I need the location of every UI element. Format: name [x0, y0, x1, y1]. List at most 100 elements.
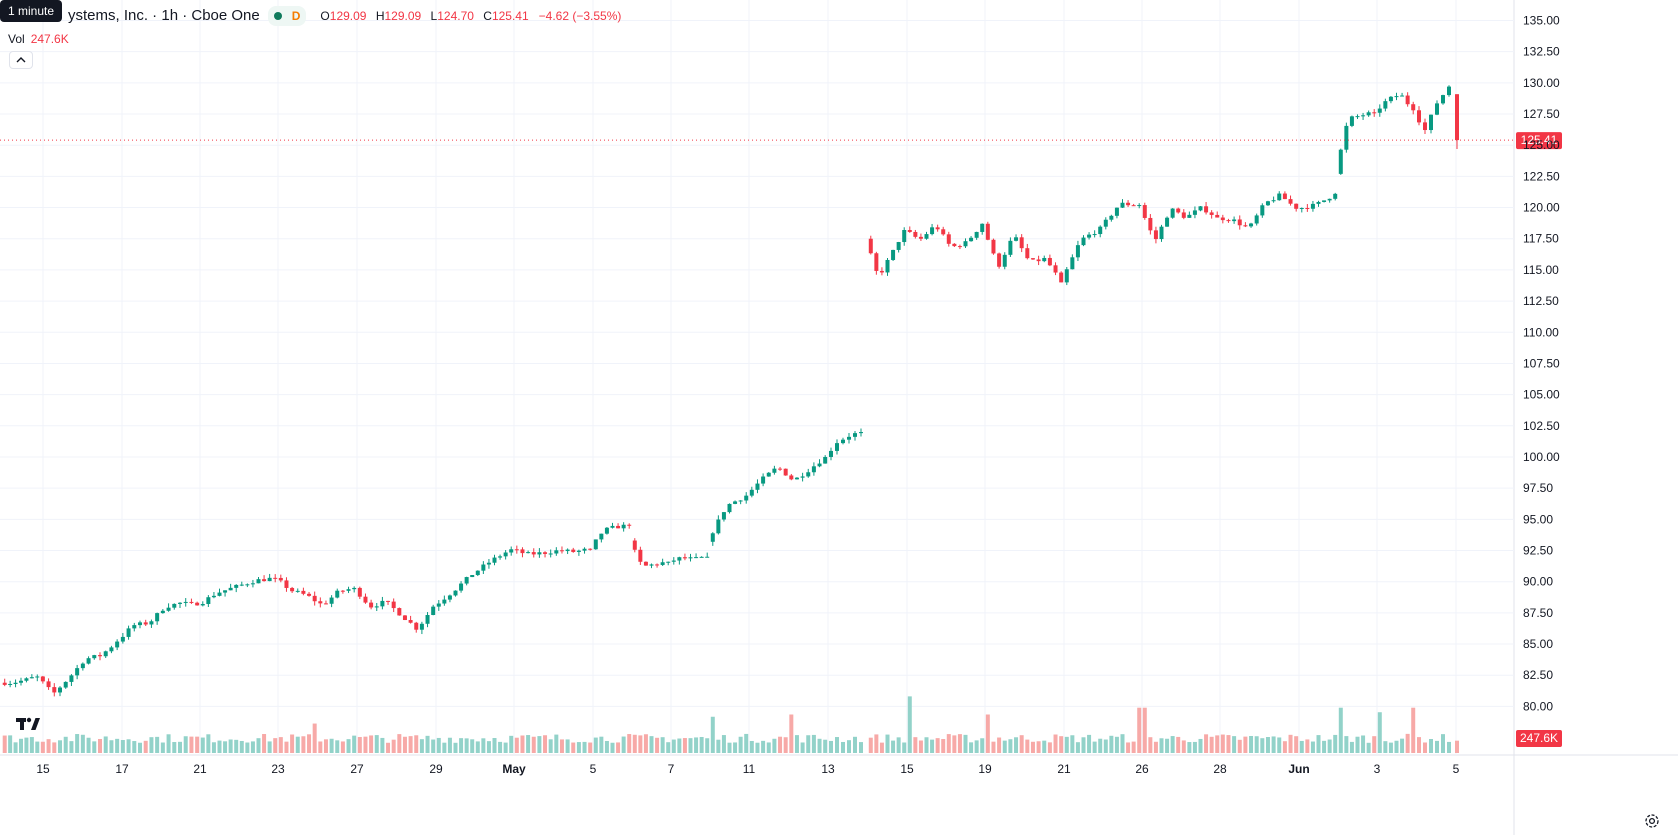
volume-bar — [1265, 737, 1270, 753]
volume-bar — [1064, 736, 1069, 753]
volume-bar — [1002, 740, 1007, 753]
candle-body — [69, 675, 74, 682]
candle-body — [86, 658, 91, 664]
symbol-title[interactable]: ystems, Inc. · 1h · Cboe One — [68, 7, 260, 24]
close-label: C — [483, 9, 492, 23]
candle-body — [699, 556, 704, 558]
volume-bar — [374, 735, 379, 753]
volume-bar — [1042, 740, 1047, 753]
candle-body — [543, 552, 548, 554]
candle-body — [548, 553, 553, 555]
volume-bar — [312, 723, 317, 753]
volume-bar — [486, 741, 491, 753]
candle-body — [565, 549, 570, 552]
candle-body — [1036, 259, 1041, 262]
volume-bar — [649, 736, 654, 753]
time-axis[interactable]: 15 17 21 23 27 29 May 5 7 11 13 15 19 21 26 28 Jun 3 5 — [36, 762, 1459, 776]
candle-body — [13, 682, 18, 684]
volume-bar — [1447, 741, 1451, 753]
volume-bar — [1310, 741, 1315, 753]
volume-bar — [902, 742, 907, 753]
candle-body — [1249, 223, 1254, 227]
volume-bar — [509, 735, 514, 753]
volume-bar — [352, 735, 357, 753]
candle-body — [593, 539, 598, 550]
volume-bar — [262, 734, 267, 753]
candle-body — [1042, 257, 1047, 262]
last-price-tag — [1516, 132, 1562, 150]
volume-bar — [307, 734, 312, 753]
volume-bar — [1209, 736, 1214, 753]
volume-bar — [974, 740, 979, 753]
price-tick-label: 112.50 — [1523, 294, 1559, 308]
volume-bar — [666, 742, 671, 753]
time-tick-label: 27 — [350, 762, 364, 776]
candle-body — [969, 237, 974, 242]
candle-body — [1008, 240, 1013, 255]
volume-bar — [284, 741, 289, 753]
volume-bar — [138, 742, 142, 753]
price-axis[interactable]: 135.00 132.50 130.00 127.50 125.00 122.50 120.… — [1523, 13, 1560, 713]
volume-bar — [217, 740, 222, 753]
volume-bar — [1036, 741, 1041, 753]
volume-bar — [1455, 740, 1459, 753]
time-tick-label: 19 — [978, 762, 992, 776]
volume-bar — [1249, 735, 1254, 753]
volume-bar — [1288, 734, 1293, 753]
candle-body — [1153, 230, 1158, 240]
candle-body — [1338, 149, 1343, 174]
volume-bar — [1388, 742, 1393, 753]
volume-bar — [543, 735, 548, 753]
candle-body — [363, 596, 368, 603]
volume-bar — [879, 742, 884, 753]
volume-bar — [335, 740, 340, 753]
volume-bar — [340, 741, 345, 753]
candle-body — [1204, 206, 1209, 213]
volume-bar — [1053, 734, 1058, 753]
candle-body — [913, 231, 918, 237]
candle-body — [143, 622, 148, 625]
volume-bar — [727, 742, 732, 753]
candle-body — [126, 628, 131, 637]
candle-body — [1322, 200, 1327, 202]
candle-body — [290, 587, 295, 592]
volume-bar — [1142, 707, 1147, 753]
volume-bar — [239, 740, 244, 753]
volume-bar — [548, 739, 553, 753]
candle-body — [1400, 95, 1405, 97]
volume-bar — [295, 736, 300, 753]
volume-bar — [952, 735, 957, 753]
candle-body — [1226, 220, 1231, 222]
candle-body — [1014, 237, 1019, 241]
volume-bar — [1232, 736, 1237, 753]
gear-icon[interactable] — [1643, 812, 1661, 830]
candle-body — [853, 433, 857, 437]
candle-body — [206, 597, 211, 605]
candle-body — [1455, 94, 1459, 141]
candle-body — [789, 475, 794, 480]
candle-body — [486, 562, 491, 565]
candle-body — [312, 595, 317, 602]
market-status[interactable]: D — [267, 6, 307, 26]
candle-body — [509, 549, 514, 553]
candle-body — [109, 647, 114, 652]
volume-bar — [1165, 738, 1170, 753]
interval-tooltip: 1 minute — [0, 0, 63, 22]
candle-body — [582, 548, 587, 551]
candle-body — [688, 557, 693, 559]
volume-bar — [655, 737, 660, 753]
candle-body — [1192, 210, 1197, 215]
volume-bar — [211, 742, 216, 753]
volume-bar — [783, 737, 788, 753]
candle-body — [58, 687, 62, 693]
overlays: 125.41 247.6K — [0, 132, 1562, 747]
price-tick-label: 100.00 — [1523, 450, 1560, 464]
candle-body — [755, 483, 760, 490]
tradingview-logo-icon[interactable] — [14, 712, 44, 736]
collapse-legend-button[interactable] — [9, 51, 33, 69]
candle-body — [267, 577, 272, 582]
volume-bar — [63, 736, 68, 753]
candle-body — [172, 603, 177, 608]
volume-bar — [1277, 737, 1282, 753]
